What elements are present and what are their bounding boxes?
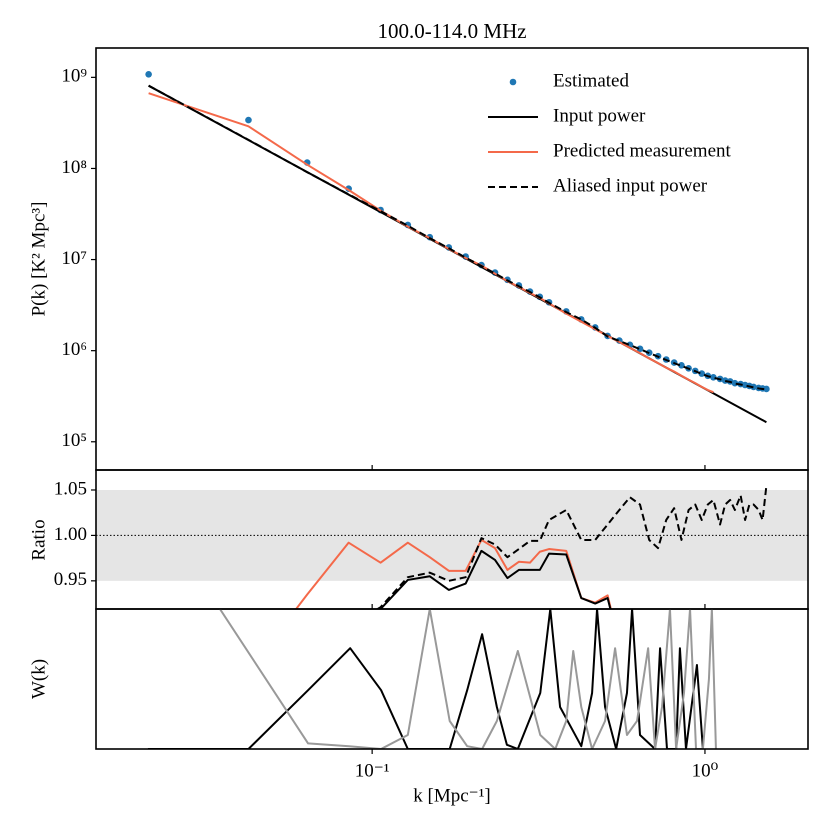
y-axis-label: Ratio bbox=[28, 519, 49, 560]
y-tick-label: 1.00 bbox=[54, 524, 87, 545]
y-axis-label: P(k) [K² Mpc³] bbox=[28, 202, 49, 317]
x-axis-label: k [Mpc⁻¹] bbox=[413, 785, 490, 806]
legend-label: Aliased input power bbox=[553, 175, 708, 196]
series-line bbox=[147, 609, 704, 749]
y-tick-label: 10⁵ bbox=[61, 430, 87, 451]
data-point bbox=[698, 370, 706, 377]
data-point bbox=[763, 385, 770, 393]
y-tick-label: 0.95 bbox=[54, 569, 87, 590]
legend-label: Input power bbox=[553, 105, 646, 126]
x-tick-label: 10⁻¹ bbox=[355, 760, 390, 781]
data-point bbox=[678, 362, 685, 369]
legend-label: Estimated bbox=[553, 70, 629, 91]
data-point bbox=[750, 383, 757, 391]
panel-frame bbox=[95, 608, 809, 750]
x-tick-label: 10⁰ bbox=[692, 760, 719, 781]
y-tick-label: 10⁶ bbox=[61, 339, 87, 360]
legend-label: Predicted measurement bbox=[553, 140, 732, 161]
chart-title: 100.0-114.0 MHz bbox=[377, 19, 526, 43]
series-line bbox=[375, 485, 768, 609]
plot-area bbox=[145, 71, 770, 424]
data-point bbox=[245, 116, 252, 124]
plot-area bbox=[96, 485, 808, 609]
series-line bbox=[148, 92, 714, 394]
y-tick-label: 1.05 bbox=[54, 478, 87, 499]
tolerance-band bbox=[96, 489, 808, 581]
y-axis-label: W(k) bbox=[28, 659, 49, 699]
legend-marker bbox=[509, 78, 517, 86]
series-line bbox=[378, 549, 612, 609]
y-tick-label: 10⁹ bbox=[61, 66, 87, 87]
plot-area bbox=[147, 609, 717, 749]
series-line bbox=[148, 84, 767, 391]
y-tick-label: 10⁸ bbox=[61, 157, 87, 178]
series-line bbox=[218, 609, 717, 749]
data-point bbox=[145, 71, 152, 78]
y-tick-label: 10⁷ bbox=[61, 248, 87, 269]
data-point bbox=[636, 345, 644, 353]
